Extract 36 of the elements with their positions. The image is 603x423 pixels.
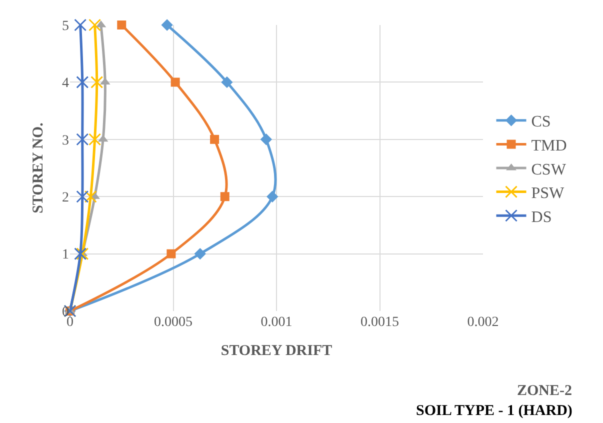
point: [74, 18, 87, 32]
point: [76, 76, 89, 88]
text: ZONE-2: [517, 383, 572, 399]
point: [161, 19, 173, 31]
point: [210, 134, 220, 144]
legend-label: DS: [531, 208, 552, 226]
point: [76, 190, 89, 203]
point: [90, 76, 104, 88]
y-axis-title: STOREY NO.: [30, 122, 46, 214]
x-axis-title: STOREY DRIFT: [220, 343, 332, 359]
text: SOIL TYPE - 1 (HARD): [416, 403, 572, 419]
x-tick-label: 0.0015: [360, 315, 399, 330]
legend-label: CS: [531, 114, 551, 131]
point: [84, 190, 97, 203]
point: [88, 133, 102, 146]
point: [194, 248, 206, 260]
point: [220, 192, 230, 202]
point: [88, 18, 102, 32]
legend-label: TMD: [531, 137, 567, 154]
y-tick-label: 3: [62, 133, 69, 148]
point: [266, 190, 278, 202]
point: [170, 78, 180, 87]
point: [221, 76, 233, 88]
point: [260, 134, 272, 146]
legend-label: PSW: [531, 185, 566, 202]
y-tick-label: 1: [62, 248, 69, 263]
legend-label: CSW: [531, 161, 567, 178]
y-tick-label: 2: [62, 190, 69, 206]
y-tick-label: 5: [62, 18, 69, 34]
point: [76, 133, 89, 146]
x-tick-label: 0.0005: [154, 315, 192, 330]
y-tick-label: 4: [62, 76, 69, 92]
point: [117, 20, 126, 30]
x-tick-label: 0.002: [467, 315, 499, 330]
point: [166, 249, 176, 258]
x-tick-label: 0.001: [260, 315, 292, 330]
